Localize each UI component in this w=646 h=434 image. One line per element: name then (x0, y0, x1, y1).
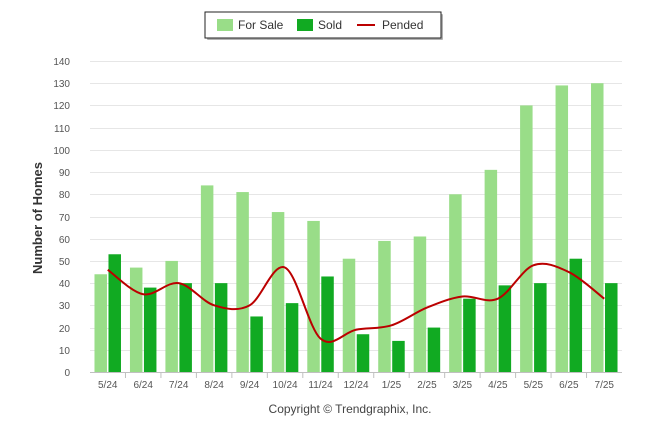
y-tick-label: 80 (59, 190, 71, 201)
x-tick-label: 7/24 (169, 380, 189, 391)
legend-label-for-sale: For Sale (238, 18, 284, 32)
x-tick-label: 9/24 (240, 380, 260, 391)
legend-swatch-for-sale (217, 19, 233, 31)
y-tick-label: 0 (64, 368, 70, 379)
bar-for-sale (413, 236, 427, 372)
bar-for-sale (591, 83, 604, 372)
x-tick-label: 1/25 (382, 380, 402, 391)
bar-for-sale (378, 240, 391, 372)
legend-swatch-sold (297, 19, 313, 31)
x-tick-label: 4/25 (488, 380, 508, 391)
y-tick-label: 30 (59, 301, 71, 312)
legend-label-sold: Sold (318, 18, 342, 32)
gridlines (90, 61, 622, 351)
legend-label-pended: Pended (382, 18, 423, 32)
bar-sold (605, 283, 618, 372)
line-pended (107, 262, 605, 343)
y-tick-label: 40 (59, 279, 71, 290)
bar-sold (214, 283, 228, 372)
bar-sold (321, 276, 334, 372)
pended-line (107, 262, 605, 343)
bar-for-sale (555, 85, 569, 372)
x-tick-label: 7/25 (595, 380, 615, 391)
bar-for-sale (165, 260, 178, 372)
bar-sold (463, 298, 476, 372)
bar-for-sale (449, 194, 462, 372)
y-axis-ticks: 0 10 20 30 40 50 60 70 80 90 100 110 120 130 140 (53, 57, 70, 379)
bars (94, 83, 618, 372)
y-tick-label: 100 (53, 146, 70, 157)
legend: For Sale Sold Pended (204, 11, 443, 40)
y-axis-label: Number of Homes (30, 162, 45, 274)
y-tick-label: 20 (59, 324, 71, 335)
x-tick-label: 6/25 (559, 380, 579, 391)
copyright-credit: Copyright © Trendgraphix, Inc. (269, 402, 432, 416)
x-tick-label: 11/24 (308, 380, 333, 391)
bar-sold (356, 334, 370, 372)
bar-for-sale (200, 185, 214, 372)
bar-for-sale (271, 212, 285, 372)
x-tick-label: 5/24 (98, 380, 118, 391)
bar-for-sale (307, 220, 320, 372)
bar-sold (569, 258, 583, 372)
x-axis-ticks: 5/24 6/24 7/24 8/24 9/24 10/24 11/24 12/24 1/25 2… (98, 372, 614, 391)
bar-sold (392, 340, 405, 372)
y-tick-label: 130 (53, 79, 70, 90)
bar-for-sale (520, 105, 533, 372)
bar-for-sale (342, 258, 356, 372)
y-tick-label: 140 (53, 57, 70, 68)
y-tick-label: 90 (59, 168, 71, 179)
x-tick-label: 2/25 (417, 380, 437, 391)
x-tick-label: 12/24 (343, 380, 368, 391)
x-tick-label: 10/24 (273, 380, 298, 391)
bar-sold (427, 327, 441, 372)
bar-sold (285, 303, 299, 372)
bar-sold (498, 285, 512, 372)
bar-for-sale (236, 192, 249, 372)
x-tick-label: 3/25 (453, 380, 473, 391)
y-tick-label: 60 (59, 235, 71, 246)
bar-sold (250, 316, 263, 372)
bar-for-sale (129, 267, 143, 372)
x-tick-label: 5/25 (524, 380, 544, 391)
bar-for-sale (484, 169, 498, 372)
y-tick-label: 70 (59, 213, 71, 224)
bar-sold (108, 254, 121, 372)
bar-sold (534, 283, 547, 372)
bar-sold (143, 287, 157, 372)
x-tick-label: 8/24 (204, 380, 224, 391)
bar-for-sale (94, 274, 107, 372)
y-tick-label: 110 (54, 124, 70, 135)
y-tick-label: 50 (59, 257, 71, 268)
y-tick-label: 120 (53, 101, 70, 112)
y-tick-label: 10 (59, 346, 71, 357)
bar-sold (179, 283, 192, 372)
x-tick-label: 6/24 (133, 380, 153, 391)
